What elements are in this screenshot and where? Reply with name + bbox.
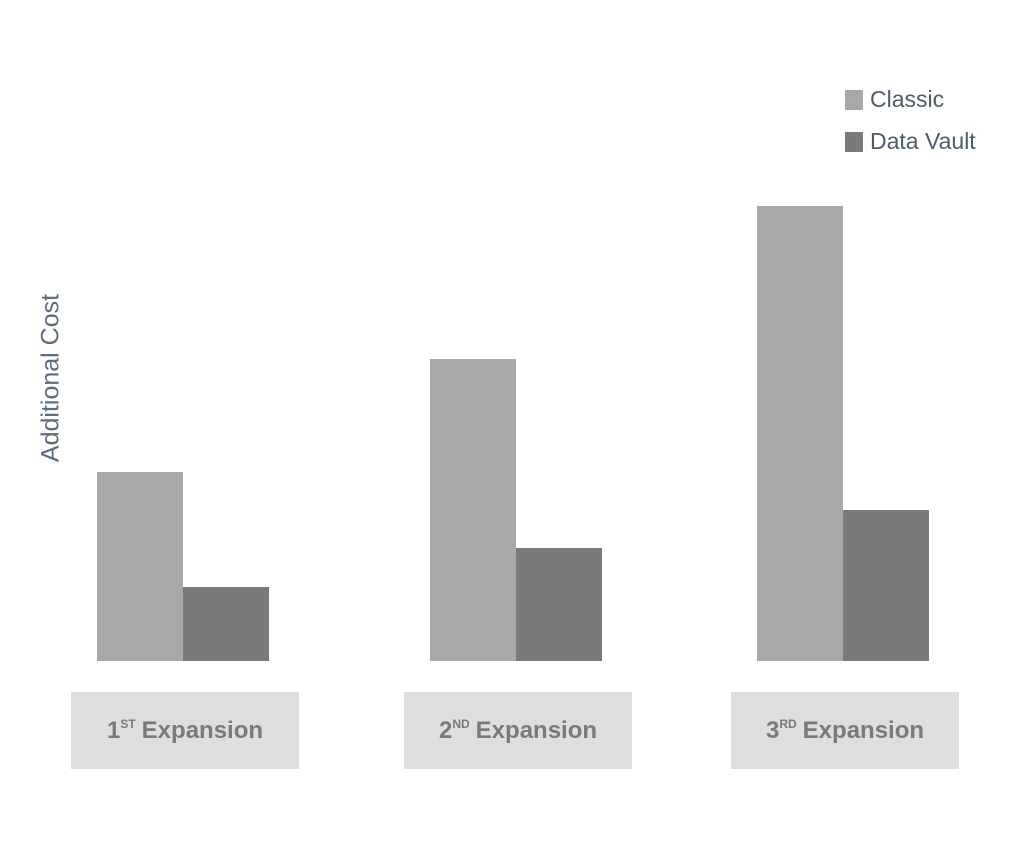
category-text: Expansion [476,717,597,744]
bar [183,587,269,661]
category-text: Expansion [803,717,924,744]
bar [430,359,516,661]
bar [757,206,843,661]
bar [843,510,929,661]
category-suffix: RD [779,717,797,731]
category-suffix: ND [452,717,470,731]
category-label: 1ST Expansion [107,717,263,744]
category-text: Expansion [142,717,263,744]
category-label: 2ND Expansion [439,717,597,744]
category-ordinal: 2 [439,717,452,744]
category-label: 3RD Expansion [766,717,924,744]
legend-label: Data Vault [870,128,976,154]
category-box [404,692,632,769]
category-ordinal: 1 [107,717,120,744]
y-axis-title: Additional Cost [37,294,65,462]
legend-swatch [845,132,863,152]
category-box [71,692,299,769]
category-ordinal: 3 [766,717,779,744]
category-box [731,692,959,769]
legend-swatch [845,90,863,110]
bar [97,472,183,661]
bar [516,548,602,661]
category-suffix: ST [120,717,136,731]
legend-label: Classic [870,86,944,112]
